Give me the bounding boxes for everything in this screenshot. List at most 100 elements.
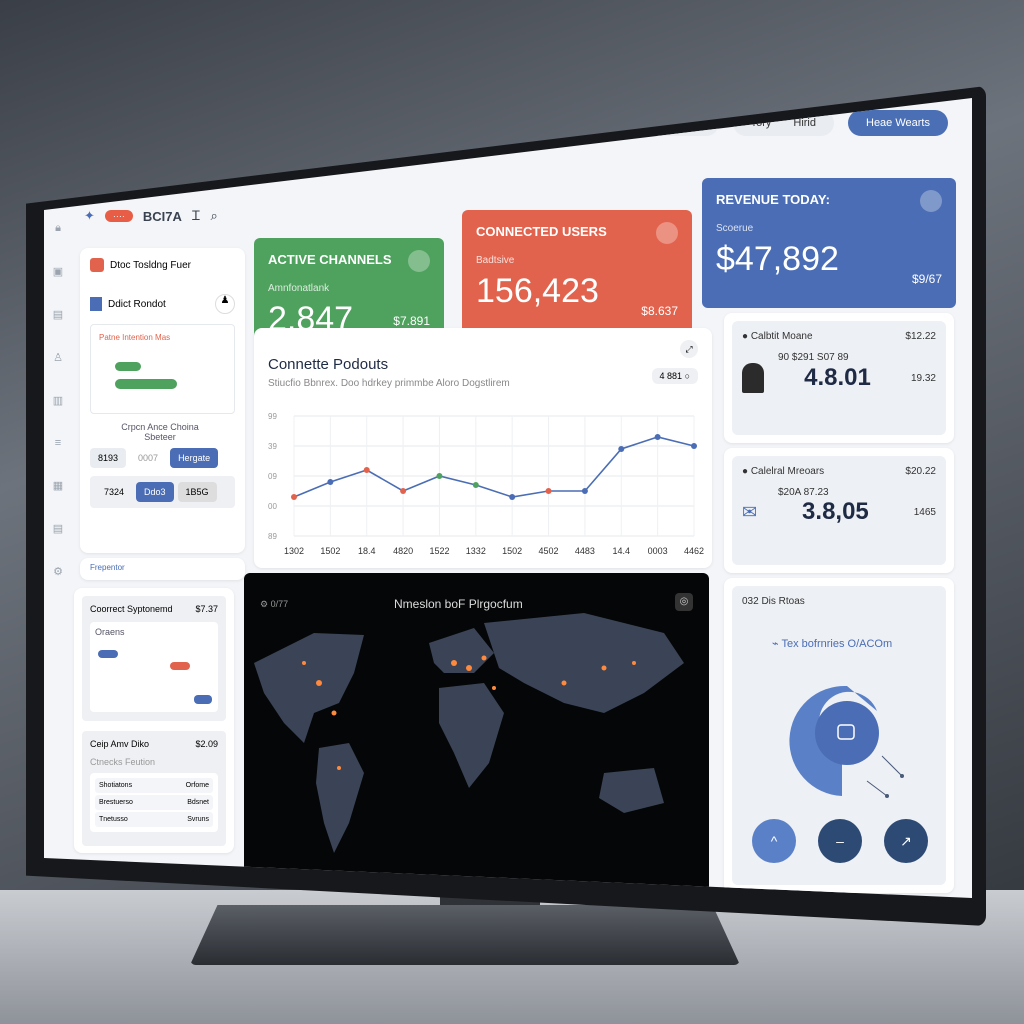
card-title: ● Calbtit Moane	[742, 331, 813, 342]
inner-card: Patne Intention Mas	[90, 324, 235, 414]
user-icon[interactable]: ♙	[53, 352, 63, 364]
server-icon[interactable]: ▦	[52, 480, 64, 492]
lock-icon[interactable]: 🔒︎	[55, 222, 61, 234]
action-button[interactable]: Ddo3	[136, 482, 174, 502]
x-tick-label: 18.4	[358, 546, 376, 556]
y-tick-label: 99	[268, 412, 277, 421]
world-map[interactable]	[244, 573, 709, 893]
list-item[interactable]: Ddict Rondot ♟	[90, 294, 235, 314]
info-icon[interactable]	[408, 250, 430, 272]
dashboard-screen: 🔒︎▣▤♙▥≡▦▤⚙ ✦ ···· BCI7A Ꮖ ⌕ ılıl AlorTon…	[44, 98, 972, 898]
chart-title: Connette Podouts	[268, 356, 389, 373]
y-tick-label: 89	[268, 532, 277, 541]
chat-icon[interactable]: ▣	[52, 266, 64, 278]
data-point	[400, 488, 407, 494]
y-tick-label: 39	[268, 442, 277, 451]
data-point	[472, 482, 479, 488]
right-card-1: ● Calbtit Moane $12.22 90 $291 S07 89 4.8…	[724, 313, 954, 443]
card-side-value: 19.32	[910, 372, 936, 384]
left-panel-2: Coorrect Syptonemd $7.37 Oraens Ceip Amv …	[74, 588, 234, 853]
series-line	[293, 436, 695, 498]
card-subtitle: Ctnecks Feution	[90, 757, 156, 767]
card-value: $7.37	[195, 604, 218, 614]
left-panel: Dtoc Tosldng Fuer Ddict Rondot ♟ Patne In…	[80, 248, 245, 553]
settings-icon[interactable]: ◎	[675, 593, 693, 611]
card-title: ● Calelral Mreoars	[742, 466, 825, 477]
kpi-side-value: $7.891	[393, 314, 430, 328]
alert-chip[interactable]	[170, 662, 190, 670]
kpi-side-value: $8.637	[641, 304, 678, 318]
list-item[interactable]: Brestuerso Bdsnet	[95, 795, 213, 810]
kpi-card[interactable]: Revenue Today: Scoerue $47,892 $9/67	[702, 178, 956, 308]
settings-icon[interactable]: ⚙	[53, 566, 63, 578]
card-value: $12.22	[905, 331, 936, 342]
file-icon[interactable]: ▥	[52, 395, 64, 407]
chart-card: Connette Podouts Stiucfio Bbnrex. Doo hd…	[254, 328, 712, 568]
map-counter: ⚙ 0/77	[260, 599, 289, 609]
chart-subtitle: Stiucfio Bbnrex. Doo hdrkey primmbe Alor…	[268, 378, 510, 389]
x-tick-label: 4462	[684, 546, 704, 556]
alert-button[interactable]: 1B5G	[177, 482, 217, 502]
kpi-title: Active Channels	[268, 252, 392, 267]
card-line: 90 $291 S07 89	[778, 352, 849, 363]
card-link[interactable]: ⌁ Tex bofrnries O/ACOm	[772, 638, 893, 650]
x-tick-label: 1522	[429, 546, 449, 556]
chart-filter[interactable]: 4 881 ○	[651, 368, 698, 384]
data-point	[436, 473, 443, 479]
map-title: Nmeslon boF Plrgocfum	[394, 597, 523, 611]
caption: Crpcn Ance Choina Sbeteer	[121, 422, 199, 442]
tool-icon[interactable]: ♟	[215, 294, 235, 314]
list-item[interactable]: Dtoc Tosldng Fuer	[90, 258, 235, 272]
sidebar-rail: 🔒︎ ▣ ▤ ♙ ▥ ≡ ▦ ▤ ⚙	[44, 208, 72, 888]
expand-icon[interactable]: ⤢	[680, 340, 698, 358]
stat-button[interactable]: 8193	[90, 448, 127, 468]
card-title: 032 Dis Rtoas	[742, 596, 805, 607]
tag-chip[interactable]: Frepentor	[80, 558, 245, 580]
doc-icon[interactable]: ▤	[52, 523, 64, 535]
kpi-card[interactable]: Connected Users Badtsive 156,423 $8.637	[462, 210, 692, 340]
search-icon[interactable]: ⌕	[210, 208, 218, 223]
mail-icon: ✉	[742, 501, 758, 522]
kpi-subtitle: Badtsive	[476, 255, 515, 266]
map-card: ⚙ 0/77 Nmeslon boF Plrgocfum ◎	[244, 573, 709, 893]
header-left: ✦ ···· BCI7A Ꮖ ⌕	[84, 208, 218, 224]
nav-item[interactable]: Hirid	[793, 117, 816, 129]
list-item[interactable]: Tnetusso Svruns	[95, 812, 213, 827]
card-big-value: 3.8,05	[802, 498, 869, 525]
kpi-value: 156,423	[476, 272, 599, 310]
data-point	[291, 494, 297, 500]
stat-button[interactable]: 0007	[130, 448, 167, 468]
navigate-button[interactable]: Hergate	[170, 448, 219, 468]
up-button[interactable]: ^	[752, 819, 796, 863]
cta-button[interactable]: Heae Wearts	[848, 110, 948, 136]
next-button[interactable]: ↗	[884, 819, 928, 863]
kpi-subtitle: Amnfonatlank	[268, 283, 330, 294]
info-icon[interactable]	[656, 222, 678, 244]
right-card-2: ● Calelral Mreoars $20.22 $20A 87.23 ✉ 3.…	[724, 448, 954, 573]
info-icon[interactable]	[920, 190, 942, 212]
doc-icon[interactable]: ▤	[52, 309, 64, 321]
ok-button[interactable]	[194, 695, 212, 704]
toggle-pill[interactable]	[115, 362, 141, 371]
app-logo: BCI7A	[142, 208, 182, 224]
card-label: Oraens	[95, 627, 125, 637]
y-tick-label: 09	[268, 472, 277, 481]
card-side-value: 1465	[913, 506, 936, 518]
status-badge: ····	[104, 210, 133, 222]
x-tick-label: 1332	[466, 546, 486, 556]
toggle[interactable]	[98, 650, 118, 658]
toggle-pill[interactable]	[115, 379, 177, 389]
kpi-value: $47,892	[716, 240, 839, 278]
line-chart: 89 00 09 39 99 1302 1502 18.4 4820 1522 1332 1502 45…	[268, 412, 704, 556]
x-tick-label: 1502	[502, 546, 522, 556]
minus-button[interactable]: –	[818, 819, 862, 863]
text-icon[interactable]: Ꮖ	[191, 208, 201, 223]
list-item[interactable]: Shotiatons Orfome	[95, 778, 213, 793]
card-line: $20A 87.23	[778, 487, 829, 498]
data-point	[581, 488, 588, 494]
list-icon[interactable]: ≡	[54, 437, 62, 449]
stat-label: 7324	[104, 487, 125, 497]
y-tick-label: 00	[268, 502, 277, 511]
data-point	[691, 443, 697, 449]
app-icon	[90, 297, 102, 311]
